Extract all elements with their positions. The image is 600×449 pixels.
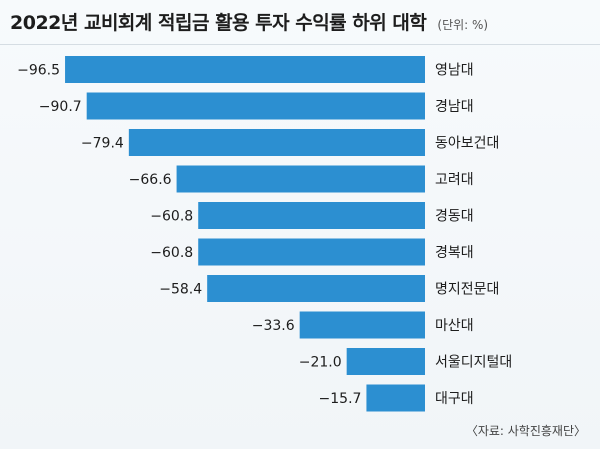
value-label-4: −66.6 [129,172,172,188]
bar-5 [198,202,425,229]
bar-1 [65,56,426,83]
bar-9 [346,348,425,375]
bar-4 [176,165,425,193]
value-label-2: −90.7 [39,99,82,115]
bar-10 [366,384,425,412]
chart-title: 2022년 교비회계 적립금 활용 투자 수익률 하위 대학 [10,12,427,34]
value-label-8: −33.6 [252,318,295,334]
value-label-1: −96.5 [17,63,60,79]
category-label-8: 마산대 [435,318,474,334]
category-label-4: 고려대 [435,172,474,188]
category-label-9: 서울디지털대 [435,355,512,371]
value-label-5: −60.8 [150,209,193,225]
bar-6 [198,238,425,266]
category-label-6: 경복대 [435,245,474,261]
value-label-6: −60.8 [150,245,193,261]
unit-note: (단위: %) [437,18,489,32]
value-label-3: −79.4 [81,136,124,152]
category-label-2: 경남대 [435,99,474,115]
title-divider [0,44,600,45]
title-row: 2022년 교비회계 적립금 활용 투자 수익률 하위 대학 (단위: %) [10,8,590,42]
category-label-3: 동아보건대 [435,136,499,152]
bar-2 [86,92,426,120]
value-label-9: −21.0 [299,355,342,371]
category-label-5: 경동대 [435,209,474,225]
category-label-7: 명지전문대 [435,282,499,298]
bar-3 [128,129,425,156]
value-label-7: −58.4 [159,282,202,298]
bar-chart: −96.5 영남대 −90.7 경남대 −79.4 동아보건대 −66.6 고려대 −60.8 경… [17,56,512,412]
category-label-10: 대구대 [435,391,474,407]
value-label-10: −15.7 [319,391,362,407]
bar-8 [299,311,425,339]
bar-7 [207,275,425,302]
category-label-1: 영남대 [435,63,474,79]
source-note: 〈자료: 사학진흥재단〉 [465,424,586,438]
